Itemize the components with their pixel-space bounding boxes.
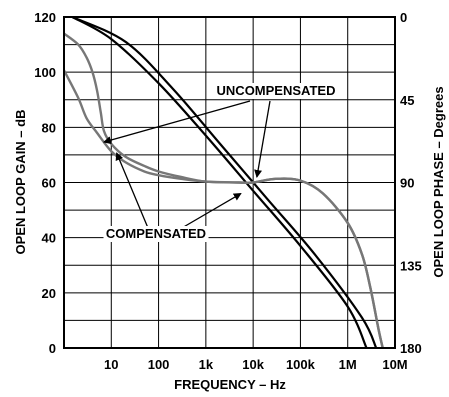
x-tick-label: 100 (148, 357, 170, 372)
y-tick-label: 20 (42, 286, 56, 301)
annotation-arrow (102, 100, 251, 145)
x-tick-label: 100k (286, 357, 316, 372)
x-tick-label: 10M (382, 357, 407, 372)
y-tick-label: 60 (42, 176, 56, 191)
annotation-arrow (254, 100, 271, 178)
x-tick-label: 1M (339, 357, 357, 372)
annotation-background (214, 83, 338, 99)
y2-tick-label: 0 (400, 10, 407, 25)
y-tick-label: 40 (42, 231, 56, 246)
gain-curve-uncompensated (71, 16, 378, 349)
y2-tick-label: 135 (400, 258, 422, 273)
plot-frame (63, 16, 396, 349)
y-tick-label: 100 (34, 65, 56, 80)
x-tick-label: 10k (242, 357, 264, 372)
gain-curve-compensated (71, 16, 368, 349)
y2-tick-label: 90 (400, 176, 414, 191)
x-tick-label: 10 (104, 357, 118, 372)
y-tick-label: 120 (34, 10, 56, 25)
x-tick-label: 1k (199, 357, 214, 372)
annotation-compensated: COMPENSATED (103, 152, 242, 242)
x-axis-title: FREQUENCY – Hz (174, 377, 286, 392)
annotation-uncompensated: UNCOMPENSATED (102, 83, 338, 178)
y2-axis-title: OPEN LOOP PHASE – Degrees (431, 86, 446, 277)
y-axis-title: OPEN LOOP GAIN – dB (13, 110, 28, 255)
y-tick-label: 80 (42, 120, 56, 135)
annotation-arrow (174, 192, 242, 233)
phase-curve-compensated (62, 69, 384, 349)
tick-labels: 0 20 40 60 80 100 120 0 45 90 135 180 10 100 1k 10k 100k… (34, 10, 421, 372)
series-layer (62, 16, 384, 349)
annotation-label-compensated: COMPENSATED (106, 226, 206, 241)
phase-curve-compensated (63, 32, 384, 349)
annotation-arrow (115, 152, 149, 229)
annotations: UNCOMPENSATED COMPENSATED (102, 83, 338, 242)
y-tick-label: 0 (49, 341, 56, 356)
annotation-background (103, 226, 209, 242)
y2-tick-label: 180 (400, 341, 422, 356)
y2-tick-label: 45 (400, 93, 414, 108)
annotation-label-uncompensated: UNCOMPENSATED (217, 83, 336, 98)
